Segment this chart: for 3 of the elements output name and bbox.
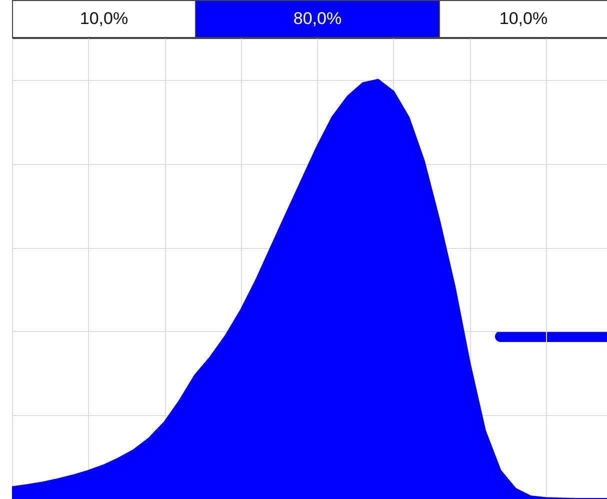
text: 10,0%	[439, 1, 607, 37]
text: 80,0%	[195, 1, 439, 37]
text: 10,0%	[12, 1, 195, 37]
